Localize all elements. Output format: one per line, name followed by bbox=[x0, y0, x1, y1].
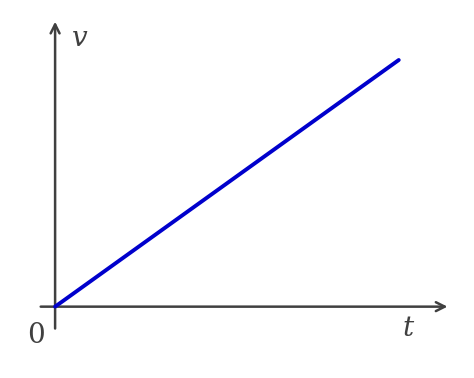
Text: 0: 0 bbox=[27, 322, 45, 349]
Text: t: t bbox=[403, 315, 414, 342]
Text: v: v bbox=[72, 25, 88, 52]
